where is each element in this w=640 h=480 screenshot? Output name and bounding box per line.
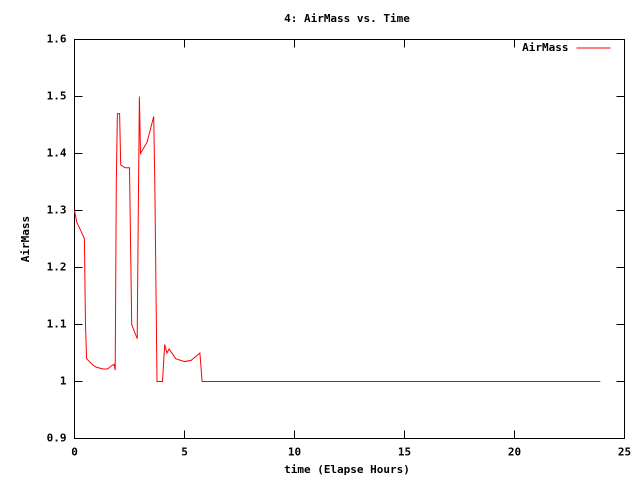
y-tick-label: 1.4 xyxy=(47,147,67,160)
y-tick-label: 1.1 xyxy=(47,318,67,331)
y-tick-label: 1 xyxy=(60,375,67,388)
y-tick-label: 1.2 xyxy=(47,261,67,274)
y-tick-label: 1.6 xyxy=(47,33,67,46)
series-line xyxy=(74,96,601,382)
y-tick-label: 0.9 xyxy=(47,432,67,445)
x-tick-label: 5 xyxy=(181,446,188,459)
plot-border xyxy=(74,39,625,439)
y-tick-label: 1.5 xyxy=(47,90,67,103)
legend-label: AirMass xyxy=(522,41,568,54)
x-tick-label: 10 xyxy=(288,446,301,459)
x-axis-label: time (Elapse Hours) xyxy=(284,463,410,476)
y-axis-label: AirMass xyxy=(19,216,32,262)
y-tick-label: 1.3 xyxy=(47,204,67,217)
chart-title: 4: AirMass vs. Time xyxy=(284,12,410,25)
x-tick-label: 0 xyxy=(71,446,78,459)
x-tick-label: 25 xyxy=(618,446,631,459)
x-tick-label: 20 xyxy=(508,446,521,459)
x-tick-label: 15 xyxy=(398,446,411,459)
